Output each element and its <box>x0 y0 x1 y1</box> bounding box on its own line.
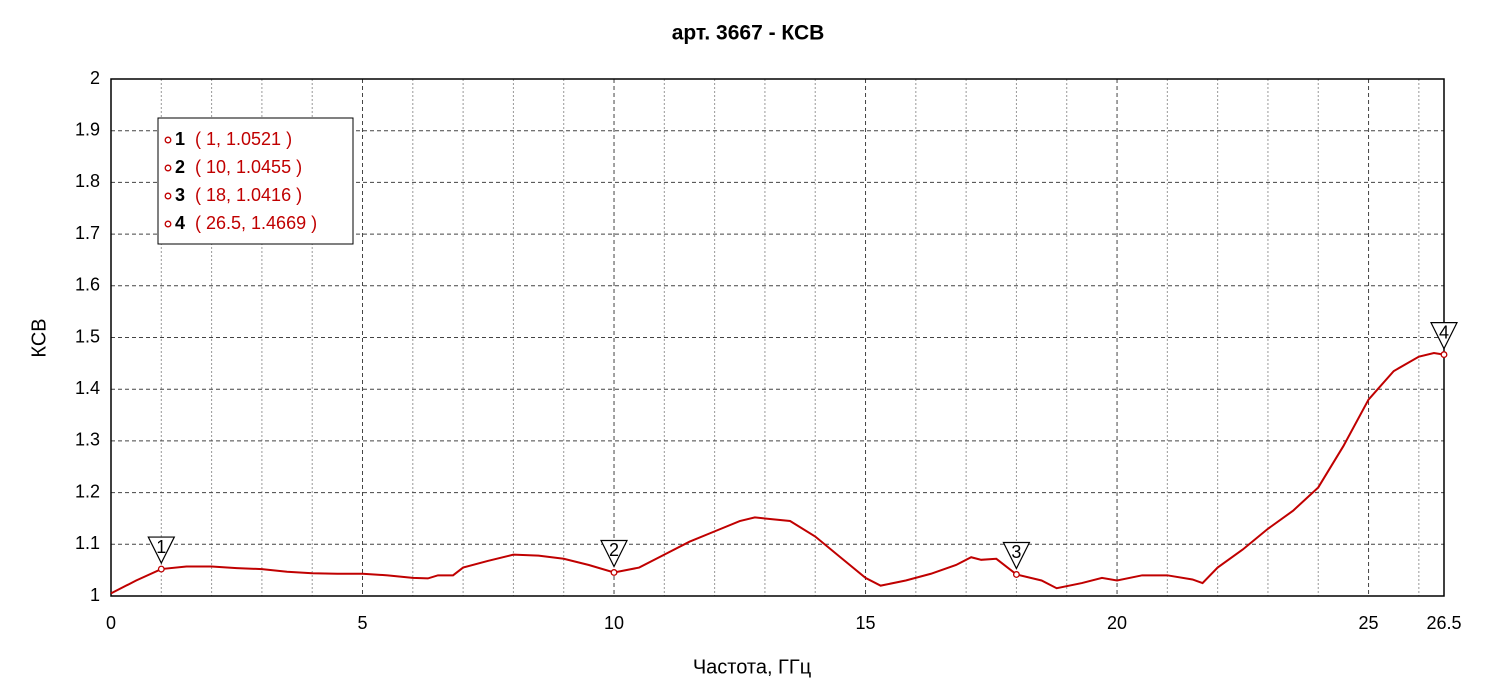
data-line <box>110 351 1445 595</box>
y-tick-label: 1.8 <box>75 171 100 191</box>
marker-number: 1 <box>156 537 166 557</box>
legend-number: 2 <box>175 157 185 177</box>
y-tick-label: 1.3 <box>75 430 100 450</box>
marker-triangle <box>147 536 176 565</box>
y-tick-label: 1.9 <box>75 119 100 139</box>
chart-title: арт. 3667 - КСВ <box>672 22 825 45</box>
marker-number: 2 <box>609 540 619 560</box>
legend-number: 3 <box>175 185 185 205</box>
legend-marker <box>164 192 172 200</box>
y-tick-label: 2 <box>90 68 100 88</box>
marker-point <box>157 565 165 573</box>
marker-point <box>610 569 618 576</box>
marker-triangle <box>1002 541 1031 570</box>
y-tick-label: 1 <box>90 585 100 605</box>
legend-value: ( 1, 1.0521 ) <box>195 129 292 149</box>
x-tick-label: 26.5 <box>1426 613 1461 633</box>
y-tick-label: 1.2 <box>75 481 100 501</box>
marker-triangle <box>1430 322 1458 350</box>
marker-triangle <box>600 539 628 568</box>
y-tick-label: 1.4 <box>75 378 100 398</box>
legend-marker <box>164 136 172 144</box>
legend-value: ( 26.5, 1.4669 ) <box>195 213 317 233</box>
legend-marker <box>164 220 172 228</box>
marker-point <box>1012 571 1020 578</box>
x-tick-label: 0 <box>106 613 116 633</box>
legend-marker <box>164 164 172 172</box>
y-tick-label: 1.5 <box>75 326 100 346</box>
y-tick-label: 1.6 <box>75 275 100 295</box>
x-tick-label: 20 <box>1107 613 1127 633</box>
x-axis-label: Частота, ГГц <box>693 656 811 678</box>
y-tick-label: 1.7 <box>75 223 100 243</box>
legend-value: ( 10, 1.0455 ) <box>195 157 302 177</box>
x-tick-label: 15 <box>856 613 876 633</box>
marker-point <box>1440 351 1448 359</box>
legend-number: 1 <box>175 129 185 149</box>
legend-number: 4 <box>175 213 185 233</box>
y-tick-label: 1.1 <box>75 533 100 553</box>
y-axis-label: КСВ <box>28 318 50 357</box>
marker-number: 4 <box>1439 322 1449 342</box>
x-tick-label: 5 <box>358 613 368 633</box>
x-tick-label: 10 <box>604 613 624 633</box>
x-tick-label: 25 <box>1359 613 1379 633</box>
legend-value: ( 18, 1.0416 ) <box>195 185 302 205</box>
marker-number: 3 <box>1011 542 1021 562</box>
legend-box <box>157 117 354 245</box>
